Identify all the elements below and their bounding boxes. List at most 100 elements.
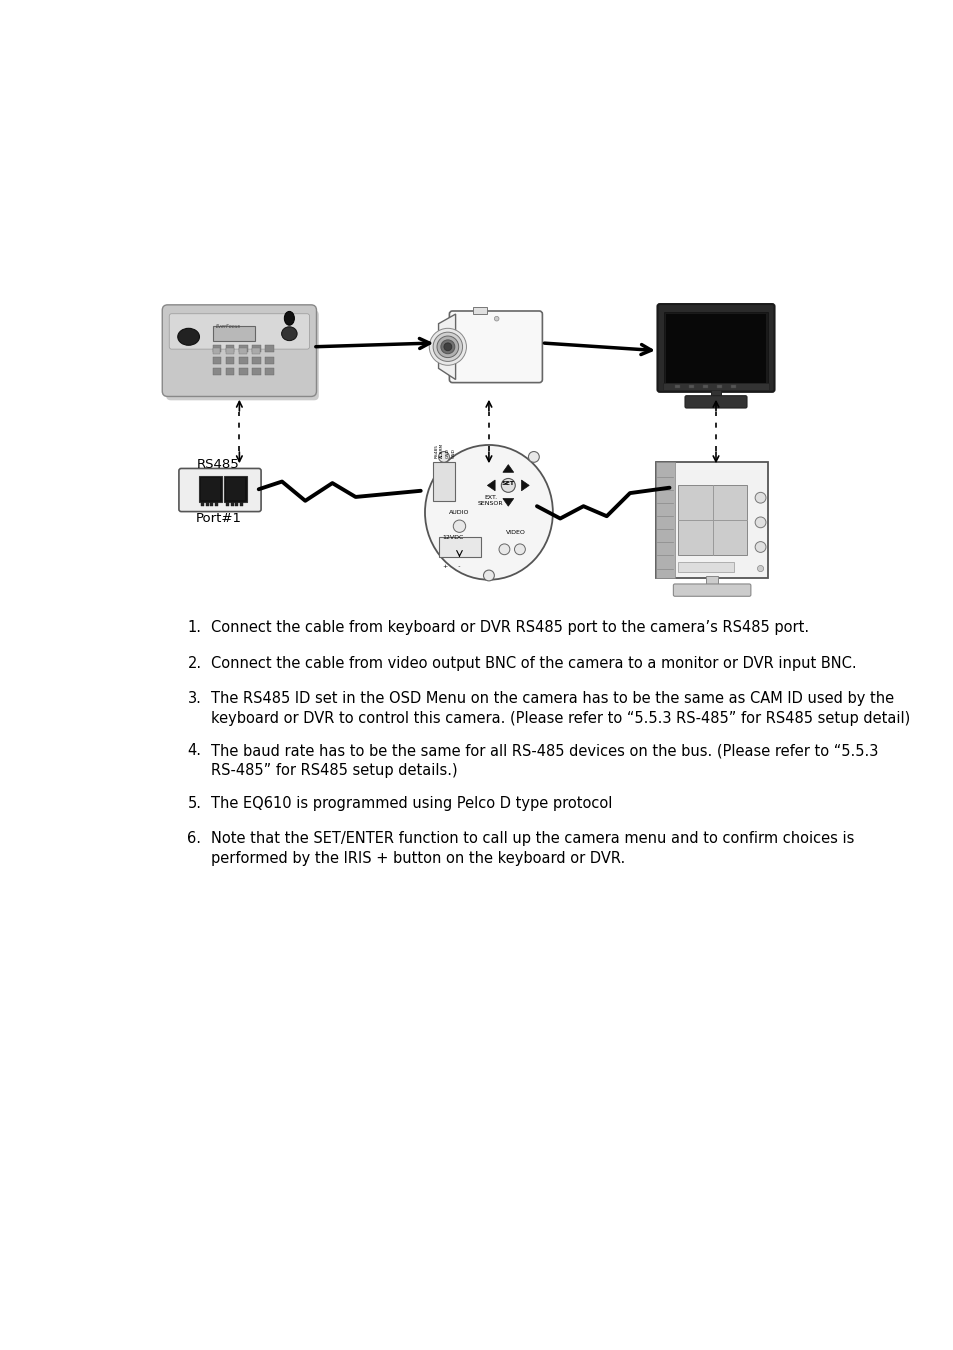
Bar bbox=[213, 346, 221, 352]
Text: The RS485 ID set in the OSD Menu on the camera has to be the same as CAM ID used: The RS485 ID set in the OSD Menu on the … bbox=[211, 691, 909, 726]
Circle shape bbox=[483, 570, 494, 580]
Text: GND: GND bbox=[451, 448, 456, 459]
Circle shape bbox=[757, 566, 762, 571]
Bar bbox=[662, 383, 768, 390]
Bar bbox=[438, 537, 480, 558]
Bar bbox=[201, 478, 220, 500]
Bar bbox=[199, 477, 222, 502]
Bar bbox=[730, 385, 735, 387]
Bar bbox=[677, 563, 733, 571]
Text: VIDEO: VIDEO bbox=[505, 531, 525, 535]
Text: Connect the cable from video output BNC of the camera to a monitor or DVR input : Connect the cable from video output BNC … bbox=[211, 656, 856, 671]
Bar bbox=[226, 502, 229, 506]
Circle shape bbox=[755, 517, 765, 528]
Bar bbox=[710, 387, 720, 398]
Bar bbox=[226, 348, 233, 354]
FancyBboxPatch shape bbox=[166, 310, 318, 401]
Circle shape bbox=[755, 541, 765, 552]
Bar bbox=[239, 356, 247, 363]
Bar bbox=[265, 356, 274, 363]
Circle shape bbox=[429, 328, 466, 366]
Text: RS485: RS485 bbox=[197, 458, 239, 471]
Bar bbox=[226, 356, 234, 363]
Circle shape bbox=[494, 316, 498, 321]
Text: 3.: 3. bbox=[187, 691, 201, 706]
FancyBboxPatch shape bbox=[162, 305, 316, 397]
Circle shape bbox=[443, 343, 452, 351]
FancyBboxPatch shape bbox=[169, 313, 309, 350]
Text: 4.: 4. bbox=[187, 744, 201, 759]
Ellipse shape bbox=[424, 446, 553, 579]
Bar bbox=[473, 308, 487, 315]
Bar bbox=[213, 325, 255, 342]
Circle shape bbox=[528, 451, 538, 462]
Bar bbox=[239, 502, 242, 506]
Bar bbox=[226, 346, 234, 352]
Bar bbox=[705, 576, 718, 587]
Bar bbox=[214, 502, 217, 506]
FancyBboxPatch shape bbox=[179, 468, 261, 512]
Text: +     -: + - bbox=[442, 564, 460, 568]
Polygon shape bbox=[502, 498, 513, 506]
Text: Note that the SET/ENTER function to call up the camera menu and to confirm choic: Note that the SET/ENTER function to call… bbox=[211, 832, 853, 865]
Bar bbox=[688, 385, 693, 387]
Bar bbox=[252, 369, 260, 375]
Text: 6.: 6. bbox=[187, 832, 201, 846]
Circle shape bbox=[440, 340, 455, 354]
Bar bbox=[239, 348, 247, 354]
Text: SET: SET bbox=[501, 482, 515, 486]
Text: EXT.
SENSOR: EXT. SENSOR bbox=[477, 495, 503, 506]
Circle shape bbox=[433, 332, 462, 362]
Bar bbox=[231, 502, 233, 506]
Bar bbox=[211, 502, 213, 506]
Circle shape bbox=[498, 544, 509, 555]
Text: 2.: 2. bbox=[187, 656, 201, 671]
Bar bbox=[675, 385, 679, 387]
Polygon shape bbox=[438, 315, 456, 379]
FancyBboxPatch shape bbox=[673, 585, 750, 597]
Text: Connect the cable from keyboard or DVR RS485 port to the camera’s RS485 port.: Connect the cable from keyboard or DVR R… bbox=[211, 620, 808, 634]
Text: 1.: 1. bbox=[187, 620, 201, 634]
Text: 5.: 5. bbox=[187, 795, 201, 811]
Text: Port#1: Port#1 bbox=[195, 512, 241, 525]
Bar bbox=[663, 312, 767, 385]
Circle shape bbox=[514, 544, 525, 555]
Bar bbox=[201, 502, 204, 506]
Text: 12VDC: 12VDC bbox=[442, 536, 463, 540]
FancyBboxPatch shape bbox=[449, 310, 542, 382]
Polygon shape bbox=[502, 464, 513, 472]
Bar bbox=[252, 346, 260, 352]
Bar bbox=[656, 462, 675, 578]
Bar bbox=[677, 486, 746, 555]
Polygon shape bbox=[521, 481, 529, 491]
Bar bbox=[265, 346, 274, 352]
Text: AUDIO: AUDIO bbox=[448, 510, 469, 514]
Ellipse shape bbox=[281, 327, 296, 340]
Bar bbox=[717, 385, 721, 387]
Ellipse shape bbox=[284, 312, 294, 325]
Bar bbox=[226, 478, 245, 500]
Circle shape bbox=[453, 520, 465, 532]
Text: ALARM: ALARM bbox=[439, 443, 443, 459]
Bar bbox=[433, 462, 455, 501]
Ellipse shape bbox=[177, 328, 199, 346]
Bar bbox=[239, 346, 247, 352]
Bar bbox=[252, 356, 260, 363]
Bar bbox=[235, 502, 238, 506]
Bar bbox=[656, 462, 767, 578]
Bar bbox=[239, 369, 247, 375]
FancyBboxPatch shape bbox=[657, 304, 774, 392]
Bar bbox=[213, 369, 221, 375]
Text: GND: GND bbox=[445, 448, 450, 459]
Circle shape bbox=[438, 451, 449, 462]
Text: RS485: RS485 bbox=[434, 444, 437, 459]
Text: The EQ610 is programmed using Pelco D type protocol: The EQ610 is programmed using Pelco D ty… bbox=[211, 795, 612, 811]
Bar bbox=[213, 348, 220, 354]
Polygon shape bbox=[487, 481, 495, 491]
FancyBboxPatch shape bbox=[684, 396, 746, 408]
Bar bbox=[224, 477, 247, 502]
Bar bbox=[265, 369, 274, 375]
Text: EverFocus: EverFocus bbox=[215, 324, 240, 329]
Circle shape bbox=[436, 336, 458, 358]
Text: The baud rate has to be the same for all RS-485 devices on the bus. (Please refe: The baud rate has to be the same for all… bbox=[211, 744, 877, 778]
